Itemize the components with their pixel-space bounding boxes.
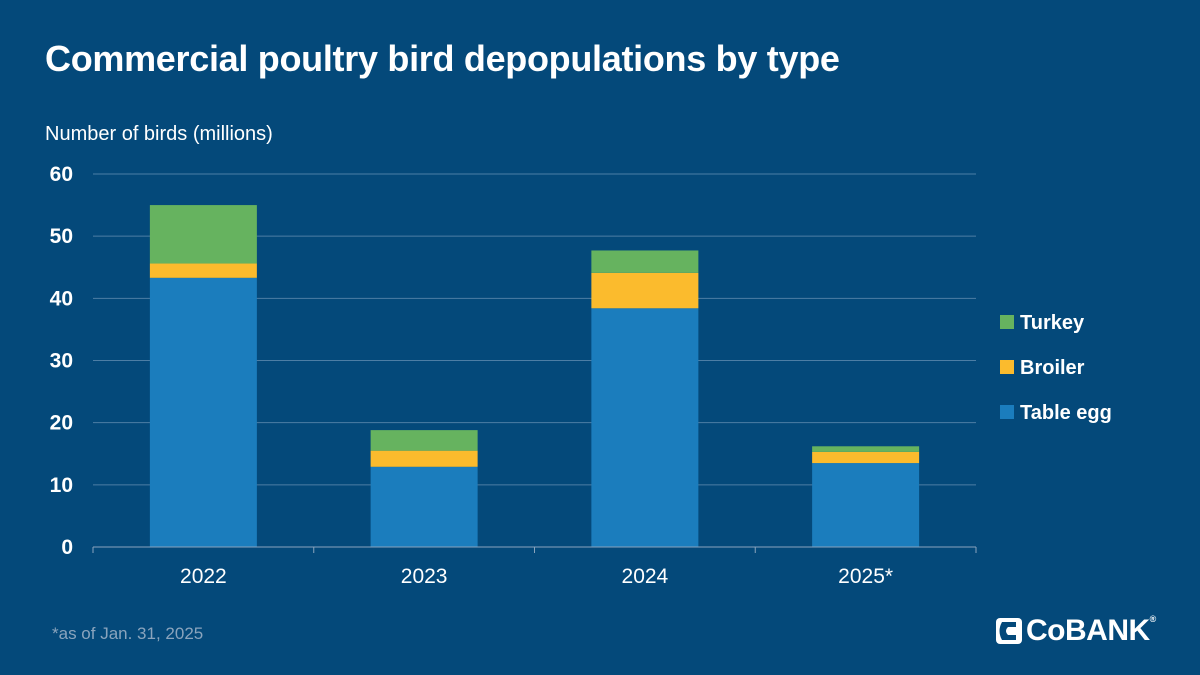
bar-broiler-2024 xyxy=(591,272,699,309)
chart-title: Commercial poultry bird depopulations by… xyxy=(45,38,840,79)
legend-swatch xyxy=(1000,405,1014,419)
bar-table-egg-2023 xyxy=(370,466,478,547)
x-axis: 2022 2023 2024 2025* xyxy=(92,546,977,588)
cobank-logo: CoBANK® xyxy=(996,614,1156,648)
x-tick-label: 2022 xyxy=(180,565,227,588)
legend-label: Broiler xyxy=(1020,357,1085,379)
x-tick-label: 2024 xyxy=(622,565,669,588)
y-tick-label: 20 xyxy=(50,412,73,435)
x-tick-label: 2025* xyxy=(838,565,893,588)
footnote: *as of Jan. 31, 2025 xyxy=(52,624,204,643)
cobank-logo-icon xyxy=(996,618,1022,644)
bar-turkey-2024 xyxy=(591,250,699,273)
y-tick-label: 30 xyxy=(50,350,73,373)
legend-swatch xyxy=(1000,360,1014,374)
bar-turkey-2023 xyxy=(370,430,478,451)
y-axis-ticks: 0 10 20 30 40 50 60 xyxy=(50,163,73,559)
y-tick-label: 10 xyxy=(50,474,73,497)
bars xyxy=(149,205,920,547)
cobank-logo-text: CoBANK® xyxy=(1026,614,1156,647)
legend-label: Turkey xyxy=(1020,312,1085,334)
y-tick-label: 60 xyxy=(50,163,73,186)
x-tick-label: 2023 xyxy=(401,565,448,588)
bar-broiler-2022 xyxy=(149,263,257,278)
legend-label: Table egg xyxy=(1020,402,1112,424)
bar-turkey-2025 xyxy=(812,446,920,452)
y-tick-label: 50 xyxy=(50,225,73,248)
legend: Turkey Broiler Table egg xyxy=(1000,312,1112,424)
y-tick-label: 40 xyxy=(50,287,73,310)
bar-broiler-2023 xyxy=(370,450,478,467)
bar-broiler-2025 xyxy=(812,451,920,464)
bar-table-egg-2024 xyxy=(591,308,699,547)
y-axis-label: Number of birds (millions) xyxy=(45,123,273,145)
legend-swatch xyxy=(1000,315,1014,329)
bar-table-egg-2022 xyxy=(149,277,257,547)
bar-table-egg-2025 xyxy=(812,463,920,547)
y-tick-label: 0 xyxy=(61,536,73,559)
bar-turkey-2022 xyxy=(149,205,257,264)
